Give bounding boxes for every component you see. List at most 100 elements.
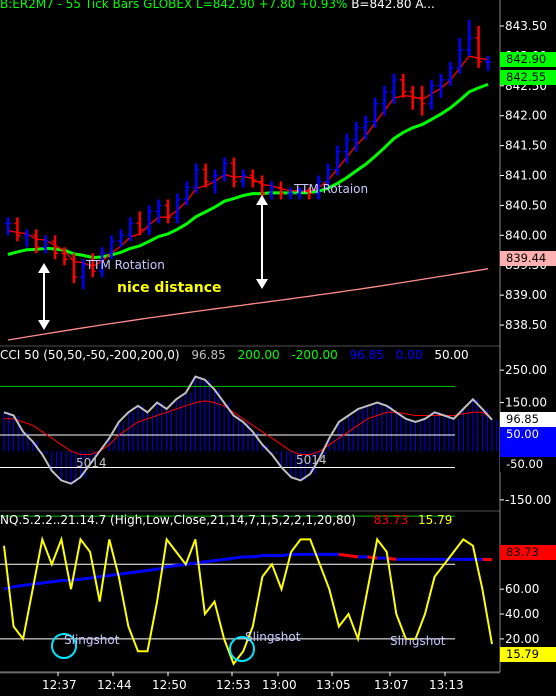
ema-slow-line <box>7 82 489 260</box>
stoch-d-segment <box>204 559 215 564</box>
price-header: B:ER2M7 - 55 Tick Bars GLOBEX L=842.90 +… <box>0 0 435 11</box>
stoch-d-segment <box>233 555 244 560</box>
price-bar <box>268 181 275 200</box>
price-bar <box>296 187 303 200</box>
price-bar <box>52 235 59 260</box>
stoch-d-segment <box>214 557 225 563</box>
price-bar <box>353 121 360 152</box>
stoch-d-segment <box>13 583 24 589</box>
cci-tick-label: 150.00 <box>505 396 547 410</box>
price-bar <box>99 247 106 278</box>
price-bar <box>381 85 388 116</box>
stoch-tick-label: 20.00 <box>505 632 539 646</box>
price-tag-high: 842.90 <box>500 52 556 67</box>
price-bar <box>146 205 153 236</box>
slingshot-circle <box>229 636 255 662</box>
slingshot-label-3: Slingshot <box>390 634 446 648</box>
price-bar <box>23 229 30 248</box>
price-bar <box>466 19 473 56</box>
cci-line <box>3 375 493 485</box>
time-label: 12:37 <box>42 678 77 692</box>
price-bar <box>240 169 247 188</box>
price-bar <box>136 211 143 236</box>
arrow-head-down <box>38 320 50 330</box>
stoch-d-segment <box>22 582 33 587</box>
price-bar <box>287 187 294 200</box>
price-tick-label: 838.50 <box>505 318 547 332</box>
price-tick-label: 841.00 <box>505 169 547 183</box>
stoch-d-segment <box>137 569 148 574</box>
price-bar <box>325 163 331 188</box>
stoch-d-segment <box>252 554 263 559</box>
price-tick-label: 840.00 <box>505 228 547 242</box>
price-bar <box>437 73 444 98</box>
time-label: 13:07 <box>374 678 409 692</box>
time-label: 13:00 <box>262 678 297 692</box>
stoch-header: NQ.5.2.2..21.14.7 (High,Low,Close,21,14,… <box>0 513 453 527</box>
price-bar <box>70 253 77 284</box>
price-bar <box>428 79 435 110</box>
cci-tick-label: -150.00 <box>505 493 551 507</box>
cci-tag-50: 50.00 <box>500 427 556 442</box>
price-tag-pink: 839.44 <box>500 251 556 266</box>
slingshot-circle <box>51 633 77 659</box>
stoch-d-segment <box>118 571 129 576</box>
stoch-d-segment <box>367 555 378 560</box>
stoch-name: NQ.5.2.2..21.14.7 <box>0 513 107 527</box>
cci-tick-label: 250.00 <box>505 363 547 377</box>
price-bar <box>390 73 397 104</box>
annotation-nice-distance: nice distance <box>117 280 222 296</box>
stoch-d-segment <box>195 560 206 565</box>
stoch-d-segment <box>80 576 91 581</box>
price-bar <box>315 175 322 200</box>
price-tick-label: 840.50 <box>505 198 547 212</box>
slingshot-label-2: Slingshot <box>245 630 301 644</box>
price-tick-label: 839.00 <box>505 288 547 302</box>
price-bar <box>212 169 219 194</box>
price-bar <box>249 169 256 188</box>
ema-fast-line <box>7 55 489 268</box>
arrow-head-down <box>256 279 268 289</box>
arrow-head-up <box>256 195 268 205</box>
time-label: 12:53 <box>216 678 251 692</box>
price-bar <box>372 97 379 128</box>
distance-arrow-2 <box>256 195 268 289</box>
price-tick-label: 842.00 <box>505 109 547 123</box>
price-bar <box>485 55 491 71</box>
price-tick-label: 841.50 <box>505 139 547 153</box>
price-bar <box>80 259 87 290</box>
distance-arrow-1 <box>38 263 50 330</box>
stoch-d-segment <box>348 554 359 559</box>
cci-name: CCI 50 <box>0 348 40 362</box>
time-label: 13:13 <box>429 678 464 692</box>
cci-slow-line <box>4 400 493 455</box>
time-label: 12:44 <box>97 678 132 692</box>
price-bar <box>165 199 171 224</box>
price-bar <box>230 157 237 188</box>
time-label: 13:05 <box>316 678 351 692</box>
price-tick-label: 843.50 <box>505 19 547 33</box>
time-label: 12:50 <box>152 678 187 692</box>
price-bar <box>202 163 209 188</box>
symbol: B:ER2M7 <box>0 0 54 11</box>
annotation-ttm-rotation-1: TTM Rotation <box>85 258 165 272</box>
stoch-d-segment <box>42 580 53 585</box>
price-bar <box>14 217 21 242</box>
price-bar <box>5 217 11 236</box>
stoch-d-segment <box>128 570 139 575</box>
slingshot-label-1: Slingshot <box>64 633 120 647</box>
stoch-d-segment <box>223 556 234 561</box>
price-bar <box>183 181 190 206</box>
stoch-d-segment <box>338 552 349 558</box>
cci-annotation-1: 5014 <box>76 456 107 470</box>
stoch-tag-yellow: 15.79 <box>500 647 556 662</box>
stoch-tick-label: 40.00 <box>505 607 539 621</box>
price-bar <box>447 61 454 86</box>
price-bar <box>42 235 49 254</box>
price-bar <box>127 217 134 242</box>
stoch-d-segment <box>176 562 186 568</box>
cci-tag-value: 96.85 <box>500 412 556 427</box>
stoch-tick-label: 60.00 <box>505 582 539 596</box>
ema-long-line <box>7 268 489 341</box>
